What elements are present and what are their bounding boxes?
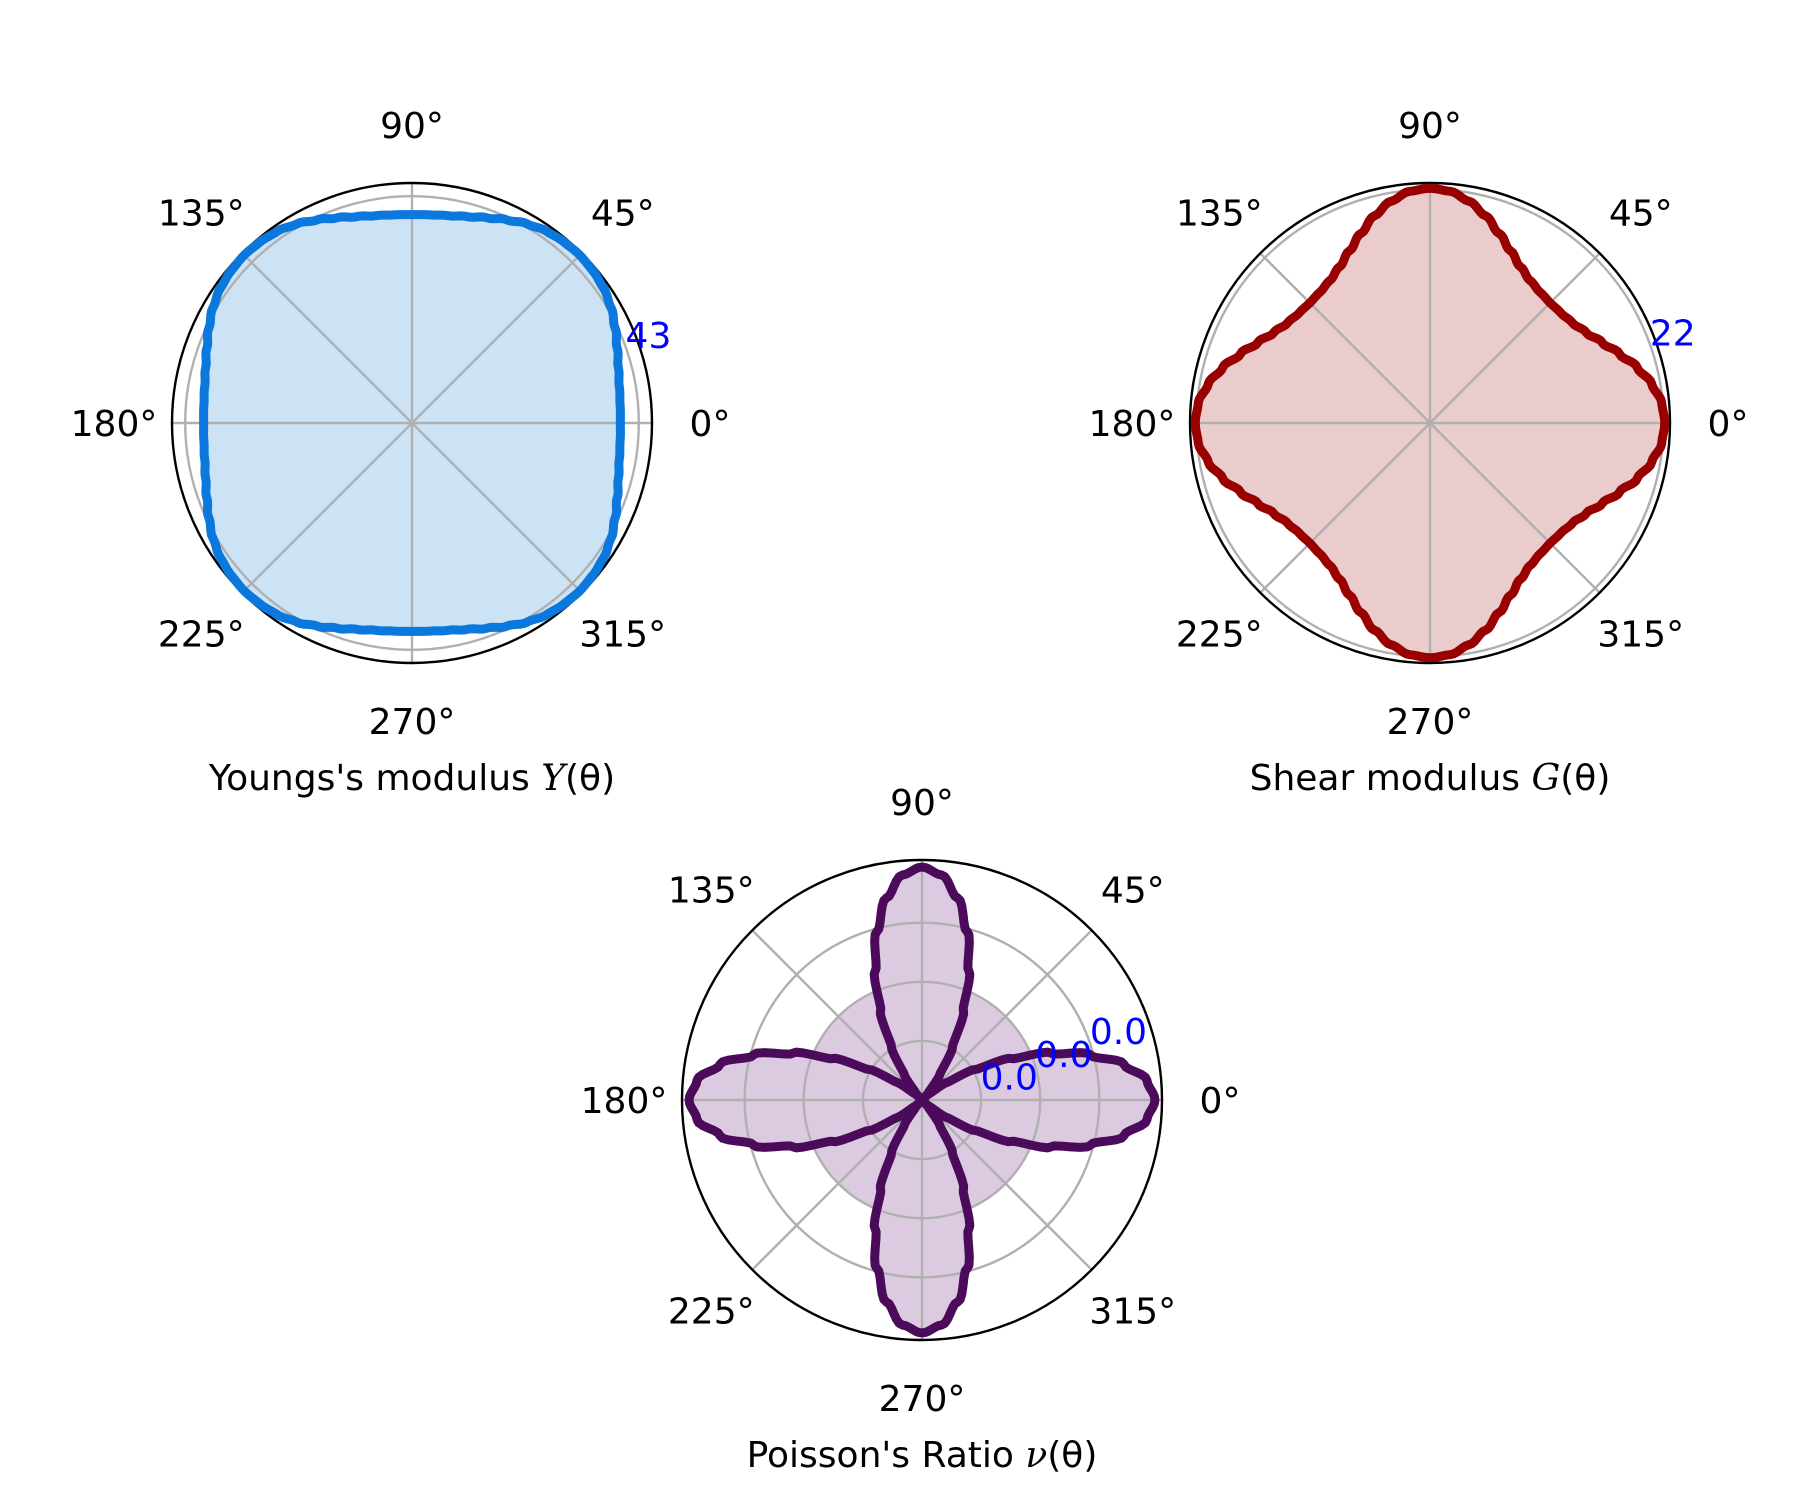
youngs-r-ticks: 43: [626, 316, 672, 357]
youngs-polar-frame: [170, 181, 654, 665]
poisson-r-ticks: 0.00.00.0: [981, 1012, 1147, 1098]
shear-theta-tick-label: 270°: [1387, 702, 1474, 743]
shear-theta-gridline: [1259, 422, 1431, 594]
shear-grid: [1188, 181, 1672, 665]
poisson-theta-tick-label: 90°: [890, 783, 954, 824]
shear-modulus-polar-plot: 0° 45° 90° 135° 180° 225° 270° 315° 22 Shear mo…: [1089, 106, 1749, 799]
poisson-r-tick-label: 0.0: [981, 1057, 1038, 1098]
youngs-curve-layer: [199, 210, 625, 636]
poisson-theta-gridline: [921, 929, 1093, 1101]
poisson-theta-gridline: [751, 929, 923, 1101]
poisson-theta-tick-label: 45°: [1101, 870, 1165, 911]
poisson-theta-tick-label: 225°: [668, 1292, 755, 1333]
poisson-axis-label: Poisson's Ratio ν(θ): [747, 1435, 1098, 1476]
poisson-theta-ticks: 0° 45° 90° 135° 180° 225° 270° 315°: [581, 783, 1241, 1420]
youngs-theta-ticks: 0° 45° 90° 135° 180° 225° 270° 315°: [71, 106, 731, 743]
youngs-theta-tick-label: 225°: [158, 615, 245, 656]
poisson-r-tick-label: 0.0: [1090, 1012, 1147, 1053]
poisson-polar-frame: [680, 858, 1164, 1342]
youngs-theta-gridline: [241, 252, 413, 424]
youngs-theta-gridline: [411, 422, 583, 594]
youngs-theta-tick-label: 135°: [158, 193, 245, 234]
poisson-theta-gridline: [751, 1099, 923, 1271]
youngs-theta-tick-label: 0°: [690, 404, 731, 445]
youngs-theta-tick-label: 90°: [380, 106, 444, 147]
shear-theta-tick-label: 0°: [1708, 404, 1749, 445]
poisson-theta-tick-label: 270°: [879, 1379, 966, 1420]
youngs-modulus-polar-plot: 0° 45° 90° 135° 180° 225° 270° 315° 43 Youngs's…: [71, 106, 731, 799]
youngs-series-line: [199, 210, 625, 636]
poisson-ratio-polar-plot: 0°45°90°135°180°225°270°315° 0.00.00.0 P…: [581, 783, 1241, 1476]
youngs-theta-tick-label: 180°: [71, 404, 158, 445]
poisson-grid: [680, 858, 1164, 1342]
youngs-axis-label: Youngs's modulus Y(θ): [208, 758, 615, 799]
poisson-series-line: [684, 862, 1160, 1338]
youngs-theta-tick-label: 270°: [369, 702, 456, 743]
poisson-theta-gridline: [921, 1099, 1093, 1271]
shear-theta-tick-label: 90°: [1398, 106, 1462, 147]
poisson-theta-tick-label: 315°: [1089, 1292, 1176, 1333]
shear-theta-tick-label: 225°: [1176, 615, 1263, 656]
poisson-curve-layer: [684, 862, 1160, 1338]
shear-theta-gridline: [1259, 252, 1431, 424]
youngs-r-tick-label: 43: [626, 316, 672, 357]
shear-axis-label: Shear modulus G(θ): [1250, 758, 1611, 799]
poisson-theta-tick-label: 0°: [1200, 1081, 1241, 1122]
youngs-theta-tick-label: 315°: [579, 615, 666, 656]
youngs-theta-gridline: [241, 422, 413, 594]
youngs-theta-gridline: [411, 252, 583, 424]
youngs-grid: [170, 181, 654, 665]
shear-theta-gridline: [1429, 422, 1601, 594]
shear-r-ticks: 22: [1650, 314, 1696, 355]
poisson-r-tick-label: 0.0: [1035, 1035, 1092, 1076]
poisson-theta-tick-label: 180°: [581, 1081, 668, 1122]
shear-curve-layer: [1190, 183, 1670, 663]
shear-polar-frame: [1188, 181, 1672, 665]
shear-series-line: [1190, 183, 1670, 663]
shear-theta-tick-label: 45°: [1609, 193, 1673, 234]
shear-theta-tick-label: 135°: [1176, 193, 1263, 234]
poisson-theta-tick-label: 135°: [668, 870, 755, 911]
shear-r-tick-label: 22: [1650, 314, 1696, 355]
shear-theta-tick-label: 315°: [1597, 615, 1684, 656]
shear-theta-ticks: 0° 45° 90° 135° 180° 225° 270° 315°: [1089, 106, 1749, 743]
youngs-theta-tick-label: 45°: [591, 193, 655, 234]
shear-theta-gridline: [1429, 252, 1601, 424]
shear-theta-tick-label: 180°: [1089, 404, 1176, 445]
